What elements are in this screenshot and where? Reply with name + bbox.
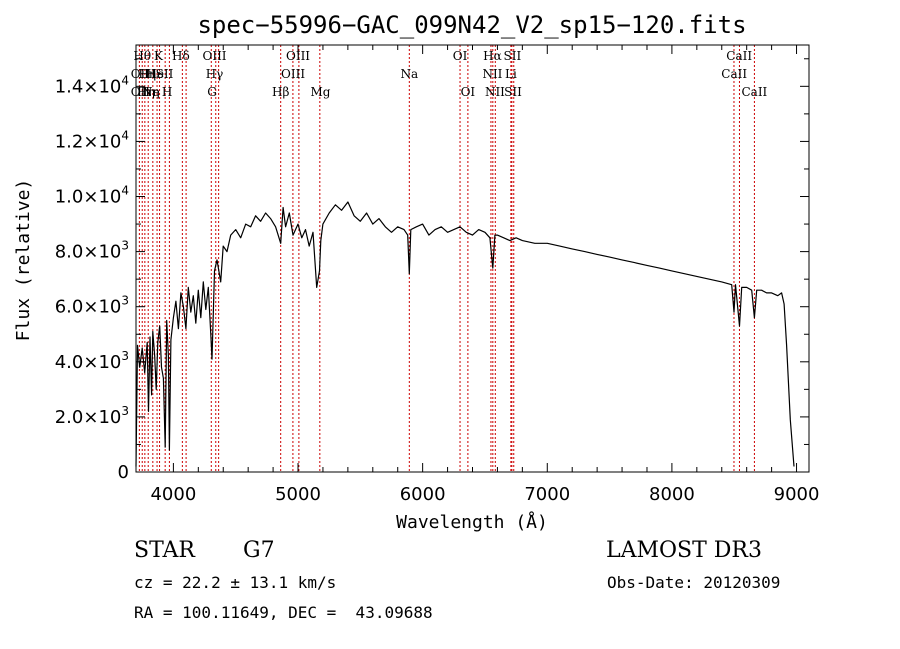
line-marks: [138, 45, 755, 472]
x-tick-label: 5000: [275, 484, 321, 505]
spectral-line-label: Ne: [142, 85, 160, 99]
y-tick-label: 1.0×104: [55, 184, 129, 208]
spectral-line-label: K: [154, 49, 164, 63]
spectral-line-label: Na: [400, 67, 418, 81]
object-class: STAR: [134, 538, 195, 563]
redshift-velocity: cz = 22.2 ± 13.1 km/s: [134, 573, 337, 592]
spectral-line-label: Hβ: [272, 85, 289, 99]
spectral-line-label: CaII: [726, 49, 752, 63]
spectral-line-label: Mg: [310, 85, 330, 99]
series-layer: [135, 201, 795, 467]
x-axis-label: Wavelength (Å): [396, 511, 548, 533]
spectral-line-label: η: [152, 85, 159, 99]
coordinates: RA = 100.11649, DEC = 43.09688: [134, 603, 433, 622]
spectral-line-label: CaII: [741, 85, 767, 99]
survey-name: LAMOST DR3: [606, 538, 762, 563]
y-tick-label: 1.2×104: [55, 128, 129, 152]
x-tick-label: 6000: [400, 484, 446, 505]
y-tick-label: 4.0×103: [55, 349, 129, 373]
axis-ticks: 4000 5000 6000 7000 8000 9000 0 2.0×103 4.0×103 6…: [55, 45, 820, 505]
spectral-line-label: ISII: [151, 67, 174, 81]
x-tick-label: 7000: [524, 484, 570, 505]
observation-date: Obs-Date: 20120309: [607, 573, 781, 592]
spectral-line-label: He: [147, 67, 165, 81]
chart-title: spec−55996−GAC_099N42_V2_sp15−120.fits: [197, 11, 746, 39]
spectral-line-label: OI: [461, 85, 476, 99]
spectral-line-label: SII: [504, 49, 522, 63]
spectral-line-label: Hγ: [206, 67, 224, 81]
spectral-line-label: OI: [453, 49, 468, 63]
y-tick-label: 6.0×103: [55, 294, 129, 318]
spectral-line-label: Hη: [137, 85, 155, 99]
spectral-line-label: NII: [482, 67, 502, 81]
plot-frame: [135, 44, 810, 473]
spectrum-line: [135, 201, 795, 467]
object-subclass: G7: [243, 538, 275, 563]
spectral-line-label: OII: [131, 85, 151, 99]
x-tick-label: 8000: [649, 484, 695, 505]
spectral-line-label: Hδ: [172, 49, 190, 63]
y-axis-label: Flux (relative): [13, 179, 34, 342]
spectral-line-label: G: [207, 85, 217, 99]
y-tick-label: 1.4×104: [55, 73, 129, 97]
spectral-line-label: H: [162, 85, 172, 99]
spectral-line-label: OII: [131, 67, 151, 81]
y-tick-label: 8.0×103: [55, 239, 129, 263]
y-tick-label: 2.0×103: [55, 404, 129, 428]
spectral-line-label: Hη: [138, 67, 156, 81]
spectral-line-label: SII: [504, 85, 522, 99]
spectral-line-label: OIII: [281, 67, 305, 81]
spectral-line-label: Li: [505, 67, 517, 81]
spectral-line-label: Hα: [483, 49, 502, 63]
spectral-line-label: OIII: [286, 49, 310, 63]
spectral-line-label: Hθ: [133, 49, 151, 63]
x-tick-label: 9000: [774, 484, 820, 505]
x-tick-label: 4000: [150, 484, 196, 505]
spectral-line-label: OIII: [202, 49, 226, 63]
y-tick-label: 0: [118, 462, 129, 483]
spectral-line-label: CaII: [721, 67, 747, 81]
spectral-line-label: NII: [485, 85, 505, 99]
